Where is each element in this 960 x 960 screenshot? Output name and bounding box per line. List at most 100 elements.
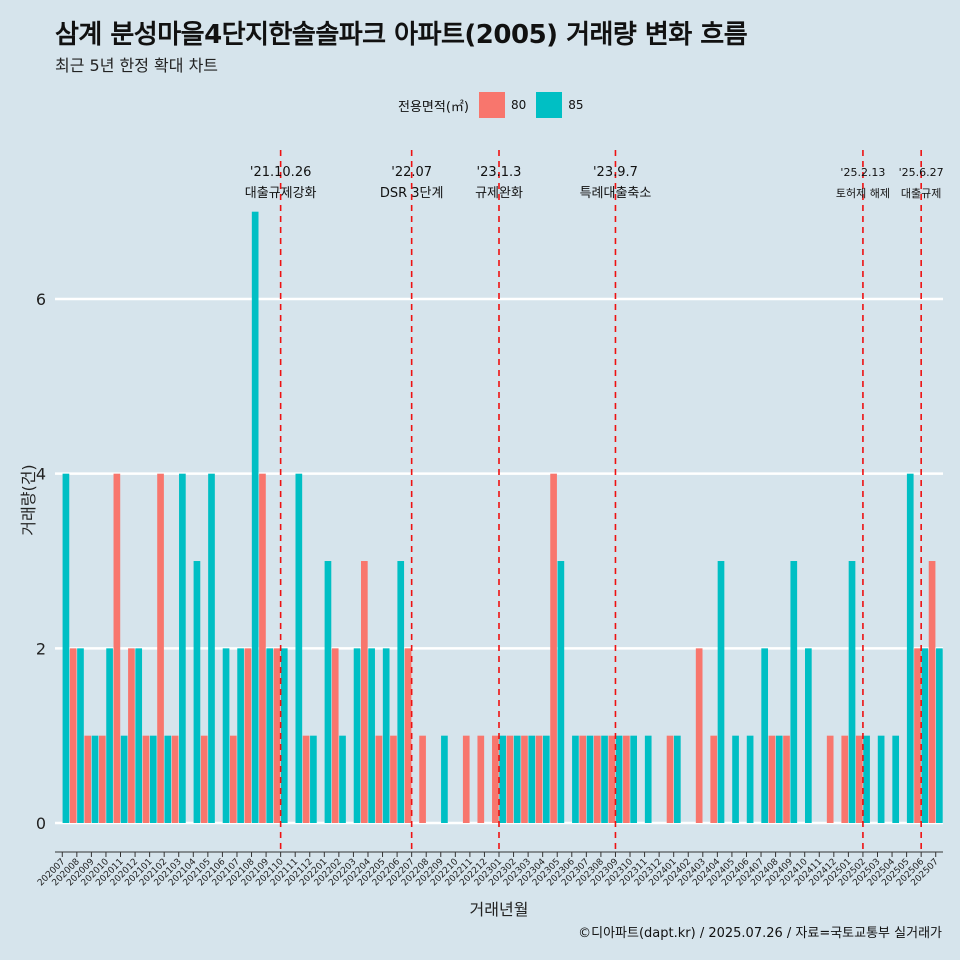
bar-85-202204 <box>368 648 375 823</box>
bar-80-202404 <box>710 735 718 823</box>
y-tick-label: 6 <box>36 290 46 309</box>
bar-80-202208 <box>419 735 426 823</box>
bar-80-202206 <box>390 735 397 823</box>
bar-85-202201 <box>324 561 332 823</box>
bar-85-202506 <box>921 648 929 823</box>
legend-label-85: 85 <box>568 98 584 112</box>
bar-85-202410 <box>805 648 812 823</box>
bar-80-202009 <box>84 735 92 823</box>
bar-85-202408 <box>775 735 783 823</box>
annotation-label: 토허제 해제 <box>836 186 890 200</box>
x-axis-title: 거래년월 <box>470 900 529 919</box>
bar-85-202407 <box>761 648 769 823</box>
legend-label-80: 80 <box>510 98 527 112</box>
bar-85-202203 <box>353 648 361 823</box>
bar-85-202401 <box>673 735 681 823</box>
bar-85-202011 <box>120 735 128 823</box>
bar-85-202304 <box>542 735 550 823</box>
annotation-date: '25.2.13 <box>840 166 885 179</box>
bar-80-202403 <box>695 648 703 823</box>
bar-85-202307 <box>586 735 594 823</box>
bar-80-202301 <box>492 735 499 823</box>
bar-80-202502 <box>855 735 863 823</box>
bar-85-202112 <box>310 735 317 823</box>
bar-85-202305 <box>557 561 565 823</box>
bar-85-202007 <box>62 473 70 823</box>
bar-80-202307 <box>579 735 587 823</box>
annotation-date: '21.10.26 <box>250 165 311 180</box>
bar-85-202012 <box>135 648 143 823</box>
bar-80-202408 <box>768 735 776 823</box>
bar-80-202109 <box>259 473 266 823</box>
bar-80-202204 <box>361 561 368 823</box>
bar-85-202306 <box>572 735 579 823</box>
annotation-date: '23.1.3 <box>477 165 522 180</box>
bar-85-202302 <box>513 735 521 823</box>
bar-80-202110 <box>273 648 281 823</box>
bar-80-202212 <box>477 735 485 823</box>
bar-80-202107 <box>229 735 237 823</box>
bar-80-202112 <box>302 735 310 823</box>
annotation-label: DSR 3단계 <box>380 186 444 201</box>
bar-85-202409 <box>790 561 798 823</box>
bar-80-202012 <box>128 648 135 823</box>
bar-85-202308 <box>601 735 608 823</box>
bar-80-202008 <box>69 648 77 823</box>
bar-80-202302 <box>506 735 514 823</box>
bar-80-202305 <box>550 473 557 823</box>
bar-85-202504 <box>892 735 900 823</box>
bar-85-202205 <box>382 648 390 823</box>
bar-85-202110 <box>280 648 288 823</box>
bar-80-202205 <box>375 735 383 823</box>
annotation-date: '23.9.7 <box>593 165 638 180</box>
bar-85-202008 <box>77 648 84 823</box>
bar-85-202010 <box>106 648 113 823</box>
bar-85-202108 <box>251 211 259 823</box>
bar-80-202309 <box>608 735 616 823</box>
bar-85-202406 <box>746 735 754 823</box>
bar-85-202103 <box>179 473 186 823</box>
bar-85-202505 <box>906 473 914 823</box>
annotation-label: 규제완화 <box>475 186 523 201</box>
annotation-label: 특례대출축소 <box>580 186 652 201</box>
bar-80-202303 <box>521 735 528 823</box>
bar-85-202309 <box>615 735 623 823</box>
bar-80-202207 <box>404 648 412 823</box>
chart-subtitle: 최근 5년 한정 확대 차트 <box>55 56 219 75</box>
bar-80-202102 <box>157 473 164 823</box>
bar-80-202010 <box>98 735 106 823</box>
bar-85-202109 <box>266 648 274 823</box>
bar-85-202106 <box>222 648 230 823</box>
bar-80-202103 <box>171 735 179 823</box>
annotation-label: 대출규제강화 <box>245 186 317 201</box>
annotation-date: '22.07 <box>391 165 432 180</box>
bar-85-202301 <box>499 735 506 823</box>
bar-85-202303 <box>528 735 536 823</box>
source-caption: ©디아파트(dapt.kr) / 2025.07.26 / 자료=국토교통부 실… <box>578 926 942 941</box>
bar-80-202105 <box>200 735 208 823</box>
bar-85-202104 <box>193 561 201 823</box>
y-tick-label: 4 <box>36 465 46 484</box>
bar-80-202308 <box>593 735 601 823</box>
bar-80-202507 <box>928 561 936 823</box>
bar-80-202401 <box>666 735 674 823</box>
bar-80-202310 <box>623 735 630 823</box>
bar-80-202011 <box>113 473 121 823</box>
bar-85-202310 <box>630 735 637 823</box>
bar-85-202202 <box>339 735 346 823</box>
bar-80-202412 <box>826 735 834 823</box>
chart-title: 삼계 분성마을4단지한솔솔파크 아파트(2005) 거래량 변화 흐름 <box>55 20 748 50</box>
bar-85-202503 <box>877 735 885 823</box>
bar-85-202206 <box>397 561 405 823</box>
bar-85-202102 <box>164 735 172 823</box>
annotation-date: '25.6.27 <box>899 166 944 179</box>
bar-85-202101 <box>149 735 157 823</box>
y-tick-label: 2 <box>36 639 46 658</box>
bar-80-202211 <box>462 735 470 823</box>
bar-80-202101 <box>142 735 150 823</box>
bar-85-202111 <box>295 473 303 823</box>
legend-title: 전용면적(㎡) <box>398 99 469 115</box>
bar-85-202009 <box>91 735 99 823</box>
legend-swatch-80 <box>478 92 505 118</box>
